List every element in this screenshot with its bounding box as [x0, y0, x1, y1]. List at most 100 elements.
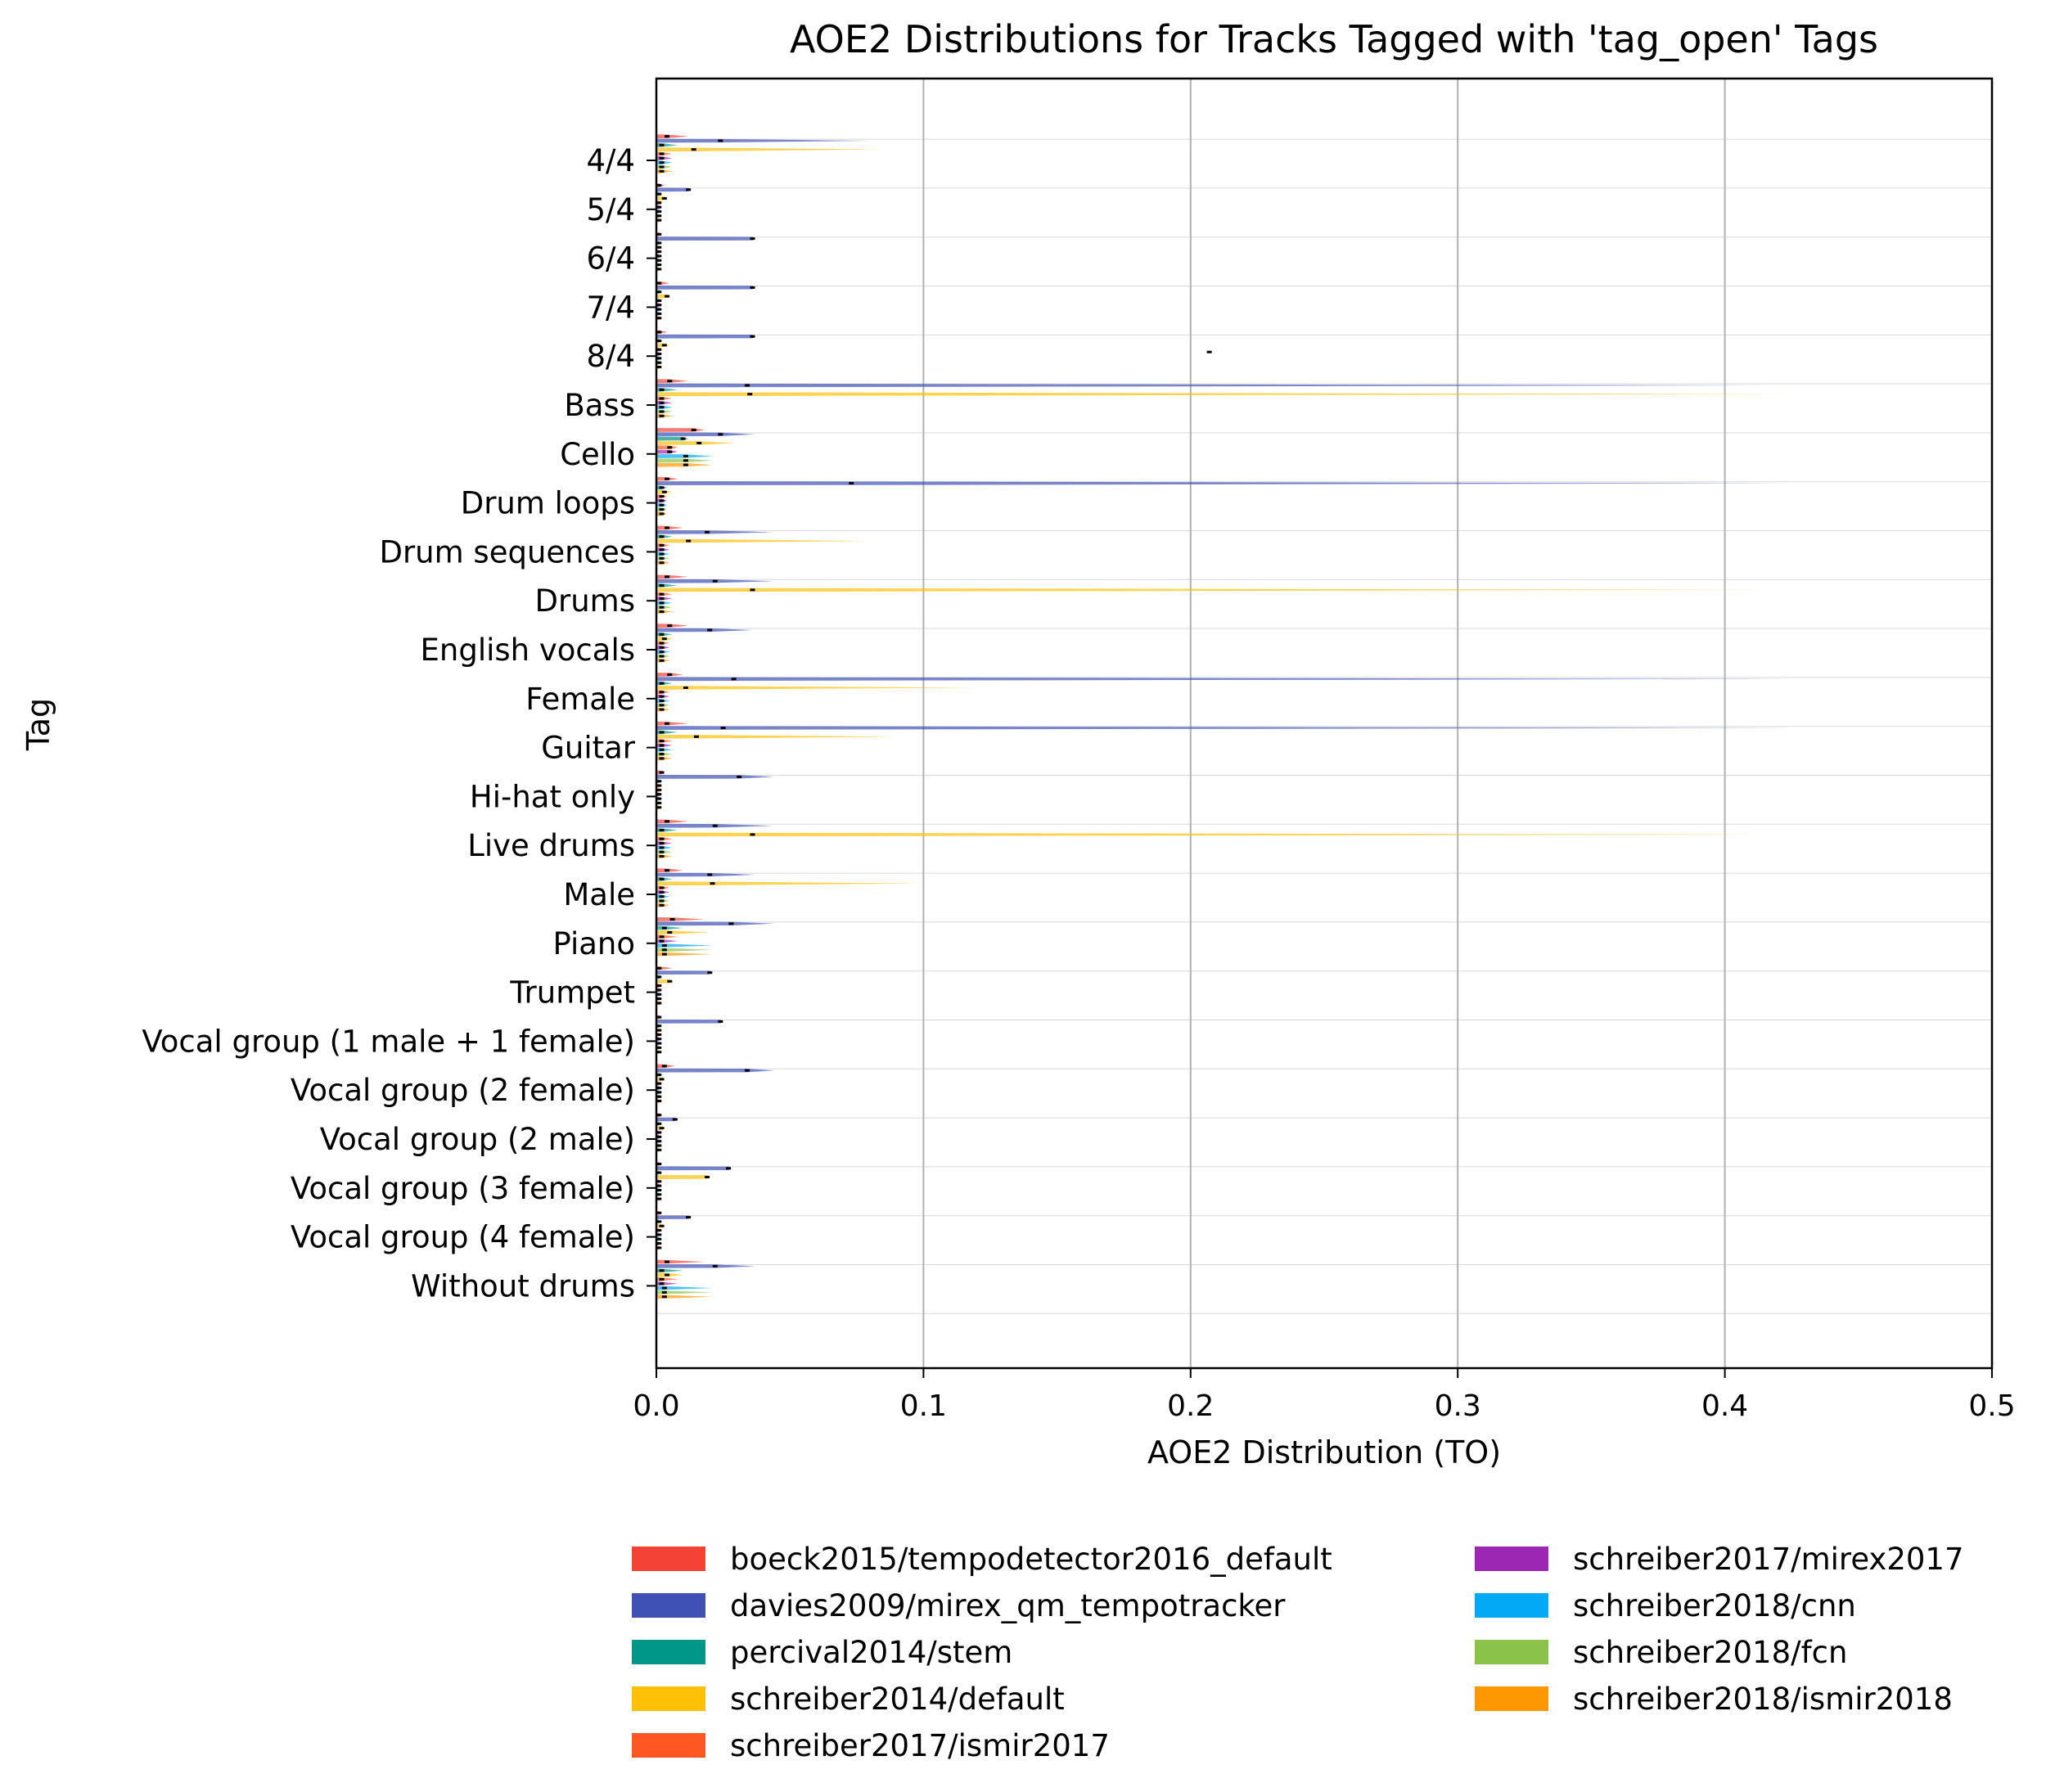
y-tick-label: Hi-hat only [470, 779, 635, 814]
violin-davies2009-mirex-qm-tempotracker [656, 236, 755, 241]
violin-davies2009-mirex-qm-tempotracker [656, 432, 755, 437]
median-marker [656, 201, 662, 205]
y-tick-label: Trumpet [509, 975, 635, 1011]
median-marker [656, 304, 662, 307]
median-marker [661, 490, 667, 493]
median-marker [659, 561, 665, 565]
x-axis-label: AOE2 Distribution (TO) [1147, 1434, 1501, 1470]
median-marker [659, 646, 665, 649]
median-marker [656, 1144, 662, 1147]
violin-percival2014-stem [656, 632, 673, 637]
median-marker [712, 1264, 718, 1267]
median-marker [696, 441, 702, 444]
median-marker [661, 196, 667, 200]
legend-item: schreiber2017/ismir2017 [632, 1728, 1110, 1763]
median-marker [656, 331, 662, 334]
legend-label: percival2014/stem [730, 1635, 1012, 1670]
median-marker [656, 1046, 662, 1049]
chart-title: AOE2 Distributions for Tracks Tagged wit… [790, 17, 1878, 61]
median-marker [659, 143, 665, 146]
median-marker [656, 366, 662, 369]
x-tick-label: 0.0 [633, 1389, 679, 1423]
median-marker [659, 606, 665, 609]
median-marker [656, 1091, 662, 1094]
violin-davies2009-mirex-qm-tempotracker [656, 530, 774, 534]
violin-boeck2015-tempodetector2016-default [656, 624, 689, 628]
median-marker [656, 1140, 662, 1143]
violin-schreiber2018-ismir2018 [656, 1294, 713, 1299]
median-marker [680, 437, 686, 440]
median-marker [656, 214, 662, 218]
violin-davies2009-mirex-qm-tempotracker [656, 481, 1792, 485]
y-tick-label: 7/4 [586, 290, 635, 325]
median-marker [667, 380, 673, 383]
median-marker [659, 410, 665, 413]
median-marker [656, 254, 662, 258]
median-marker [656, 1233, 662, 1236]
median-marker [656, 259, 662, 262]
violin-davies2009-mirex-qm-tempotracker [656, 775, 774, 779]
median-marker [659, 642, 665, 645]
median-marker [659, 535, 665, 538]
median-marker [656, 1024, 662, 1028]
median-marker [656, 784, 662, 787]
violin-davies2009-mirex-qm-tempotracker [656, 921, 774, 926]
y-tick-label: English vocals [421, 633, 635, 668]
median-marker [707, 873, 713, 876]
median-marker [661, 948, 667, 952]
violin-boeck2015-tempodetector2016-default [656, 1259, 705, 1264]
median-marker [659, 156, 665, 160]
median-marker [656, 245, 662, 249]
median-marker [659, 651, 665, 654]
violin-davies2009-mirex-qm-tempotracker [656, 286, 755, 290]
violin-davies2009-mirex-qm-tempotracker [656, 138, 871, 143]
plot-area: 0.0 0.1 0.2 0.3 0.4 0.5 4/4 5/4 6/4 7/4 8/4 Bass Cel… [142, 77, 2016, 1423]
median-marker [659, 708, 665, 711]
median-marker [656, 183, 662, 187]
median-marker [656, 1193, 662, 1196]
median-marker [659, 1127, 665, 1130]
violin-schreiber2014-default [656, 1175, 710, 1179]
median-marker [656, 1220, 662, 1223]
y-tick-label: Female [525, 682, 635, 717]
median-marker [744, 384, 750, 387]
violin-davies2009-mirex-qm-tempotracker [656, 677, 1792, 682]
median-marker [718, 1020, 723, 1023]
median-marker [656, 966, 662, 970]
violin-boeck2015-tempodetector2016-default [656, 379, 689, 384]
violin-boeck2015-tempodetector2016-default [656, 525, 683, 530]
y-tick-label: Vocal group (2 female) [291, 1073, 635, 1108]
legend-label: schreiber2018/ismir2018 [1573, 1682, 1953, 1717]
median-marker [659, 1277, 665, 1281]
violin-schreiber2018-ismir2018 [656, 756, 673, 761]
violin-schreiber2017-ismir2017 [656, 836, 673, 841]
median-marker [656, 1122, 662, 1125]
median-marker [667, 979, 673, 983]
violin-schreiber2018-fcn [656, 752, 673, 756]
violin-davies2009-mirex-qm-tempotracker [656, 334, 755, 339]
y-tick-label: Vocal group (4 female) [291, 1220, 635, 1255]
violin-schreiber2017-mirex2017 [656, 400, 673, 405]
violin-schreiber2018-fcn [656, 164, 673, 169]
median-marker [656, 988, 662, 992]
median-marker [683, 463, 688, 466]
median-marker [737, 775, 742, 778]
median-marker [656, 1029, 662, 1032]
median-marker [691, 428, 696, 431]
median-marker [659, 592, 665, 596]
median-marker [686, 1216, 692, 1219]
y-tick-label: Piano [552, 926, 635, 961]
violin-boeck2015-tempodetector2016-default [656, 721, 689, 726]
median-marker [656, 806, 662, 809]
median-marker [656, 1002, 662, 1005]
median-marker [656, 1015, 662, 1019]
violin-schreiber2018-ismir2018 [656, 952, 713, 957]
violin-schreiber2017-ismir2017 [656, 592, 673, 597]
median-marker [661, 952, 667, 956]
median-marker [659, 161, 665, 164]
median-marker [686, 539, 692, 543]
median-marker [659, 655, 665, 658]
median-marker [656, 312, 662, 315]
y-tick-label: Cello [560, 437, 635, 472]
violin-schreiber2017-ismir2017 [656, 151, 673, 156]
